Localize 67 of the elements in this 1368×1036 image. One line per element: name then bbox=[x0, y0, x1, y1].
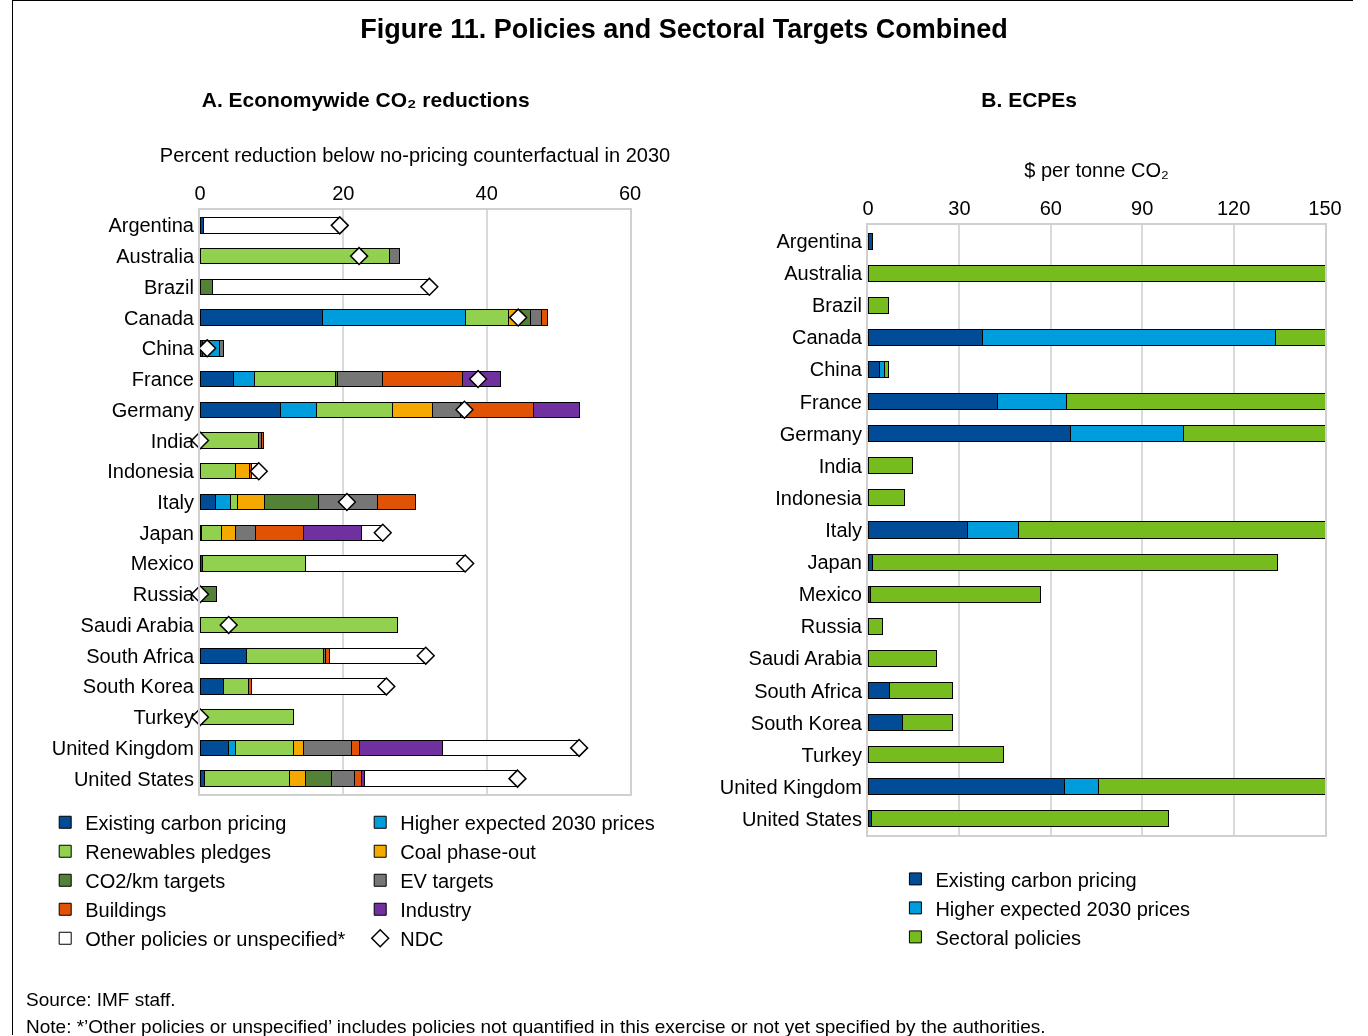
x-tick-label: 120 bbox=[1216, 197, 1251, 219]
y-tick-label: Germany bbox=[111, 398, 194, 421]
y-tick-label: United States bbox=[741, 807, 862, 830]
y-tick-label: Canada bbox=[791, 326, 863, 349]
x-tick-label: 0 bbox=[862, 197, 874, 219]
y-tick-label: Turkey bbox=[801, 743, 862, 766]
x-tick-label: 150 bbox=[1308, 197, 1342, 219]
y-tick-label: Mexico bbox=[798, 583, 862, 606]
y-tick-label: Saudi Arabia bbox=[80, 613, 195, 636]
y-tick-label: Turkey bbox=[133, 706, 194, 729]
legend-label: Sectoral policies bbox=[935, 926, 1082, 949]
chart-title: B. ECPEs bbox=[981, 88, 1077, 112]
legend-label: Industry bbox=[400, 899, 472, 922]
y-tick-label: United Kingdom bbox=[51, 736, 194, 759]
y-tick-label: India bbox=[150, 429, 195, 452]
legend-label: Existing carbon pricing bbox=[935, 868, 1137, 891]
y-tick-label: Indonesia bbox=[107, 460, 195, 483]
y-tick-label: Canada bbox=[123, 306, 195, 329]
x-axis-title: $ per tonne CO₂ bbox=[1024, 159, 1169, 181]
y-tick-label: Brazil bbox=[143, 275, 194, 298]
y-tick-label: Italy bbox=[825, 519, 862, 541]
legend-label: Coal phase-out bbox=[400, 841, 537, 864]
x-tick-label: 30 bbox=[948, 197, 971, 219]
legend-label: Higher expected 2030 prices bbox=[935, 897, 1191, 920]
y-tick-label: Argentina bbox=[108, 214, 195, 237]
y-tick-label: Germany bbox=[779, 422, 862, 445]
legend-label: Other policies or unspecified* bbox=[85, 928, 346, 951]
y-tick-label: Japan bbox=[139, 521, 194, 544]
y-tick-label: Brazil bbox=[811, 294, 862, 317]
y-tick-label: United States bbox=[73, 767, 194, 790]
y-tick-label: Australia bbox=[116, 245, 195, 268]
legend-label: Renewables pledges bbox=[85, 841, 271, 864]
legend-label: Existing carbon pricing bbox=[85, 812, 287, 835]
y-tick-label: India bbox=[818, 454, 863, 477]
y-tick-label: South Korea bbox=[750, 711, 863, 734]
y-tick-label: France bbox=[131, 368, 194, 391]
x-tick-label: 20 bbox=[332, 182, 355, 204]
legend-label: Buildings bbox=[85, 899, 167, 922]
chart-title: Figure 11. Policies and Sectoral Targets Combined bbox=[359, 14, 1009, 45]
legend-label: NDC bbox=[400, 928, 444, 951]
y-tick-label: Australia bbox=[784, 262, 863, 285]
x-tick-label: 40 bbox=[475, 182, 498, 204]
x-tick-label: 0 bbox=[194, 182, 206, 204]
x-tick-label: 60 bbox=[618, 182, 642, 204]
y-tick-label: South Africa bbox=[86, 644, 195, 667]
y-tick-label: Mexico bbox=[130, 552, 194, 575]
x-tick-label: 60 bbox=[1039, 197, 1062, 219]
y-tick-label: United Kingdom bbox=[719, 775, 862, 798]
y-tick-label: South Korea bbox=[82, 675, 195, 698]
y-tick-label: China bbox=[141, 337, 195, 360]
y-tick-label: France bbox=[799, 390, 862, 413]
y-tick-label: Italy bbox=[157, 491, 194, 513]
x-axis-title: Percent reduction below no-pricing counterfactual in 2030 bbox=[159, 144, 671, 166]
y-tick-label: Indonesia bbox=[775, 486, 863, 509]
y-tick-label: Argentina bbox=[776, 230, 863, 253]
y-tick-label: Japan bbox=[807, 551, 862, 574]
chart-subtitle: A. Economywide CO₂ reductions bbox=[201, 88, 530, 112]
y-tick-label: Russia bbox=[800, 615, 863, 638]
x-tick-label: 90 bbox=[1131, 197, 1154, 219]
y-tick-label: Saudi Arabia bbox=[748, 647, 863, 670]
legend-label: CO2/km targets bbox=[85, 870, 226, 893]
y-tick-label: Russia bbox=[132, 583, 195, 606]
source-note: Source: IMF staff. bbox=[26, 988, 177, 1012]
legend-label: EV targets bbox=[400, 870, 494, 893]
y-tick-label: China bbox=[809, 358, 863, 381]
legend-label: Higher expected 2030 prices bbox=[400, 812, 655, 835]
y-tick-label: South Africa bbox=[754, 679, 863, 702]
